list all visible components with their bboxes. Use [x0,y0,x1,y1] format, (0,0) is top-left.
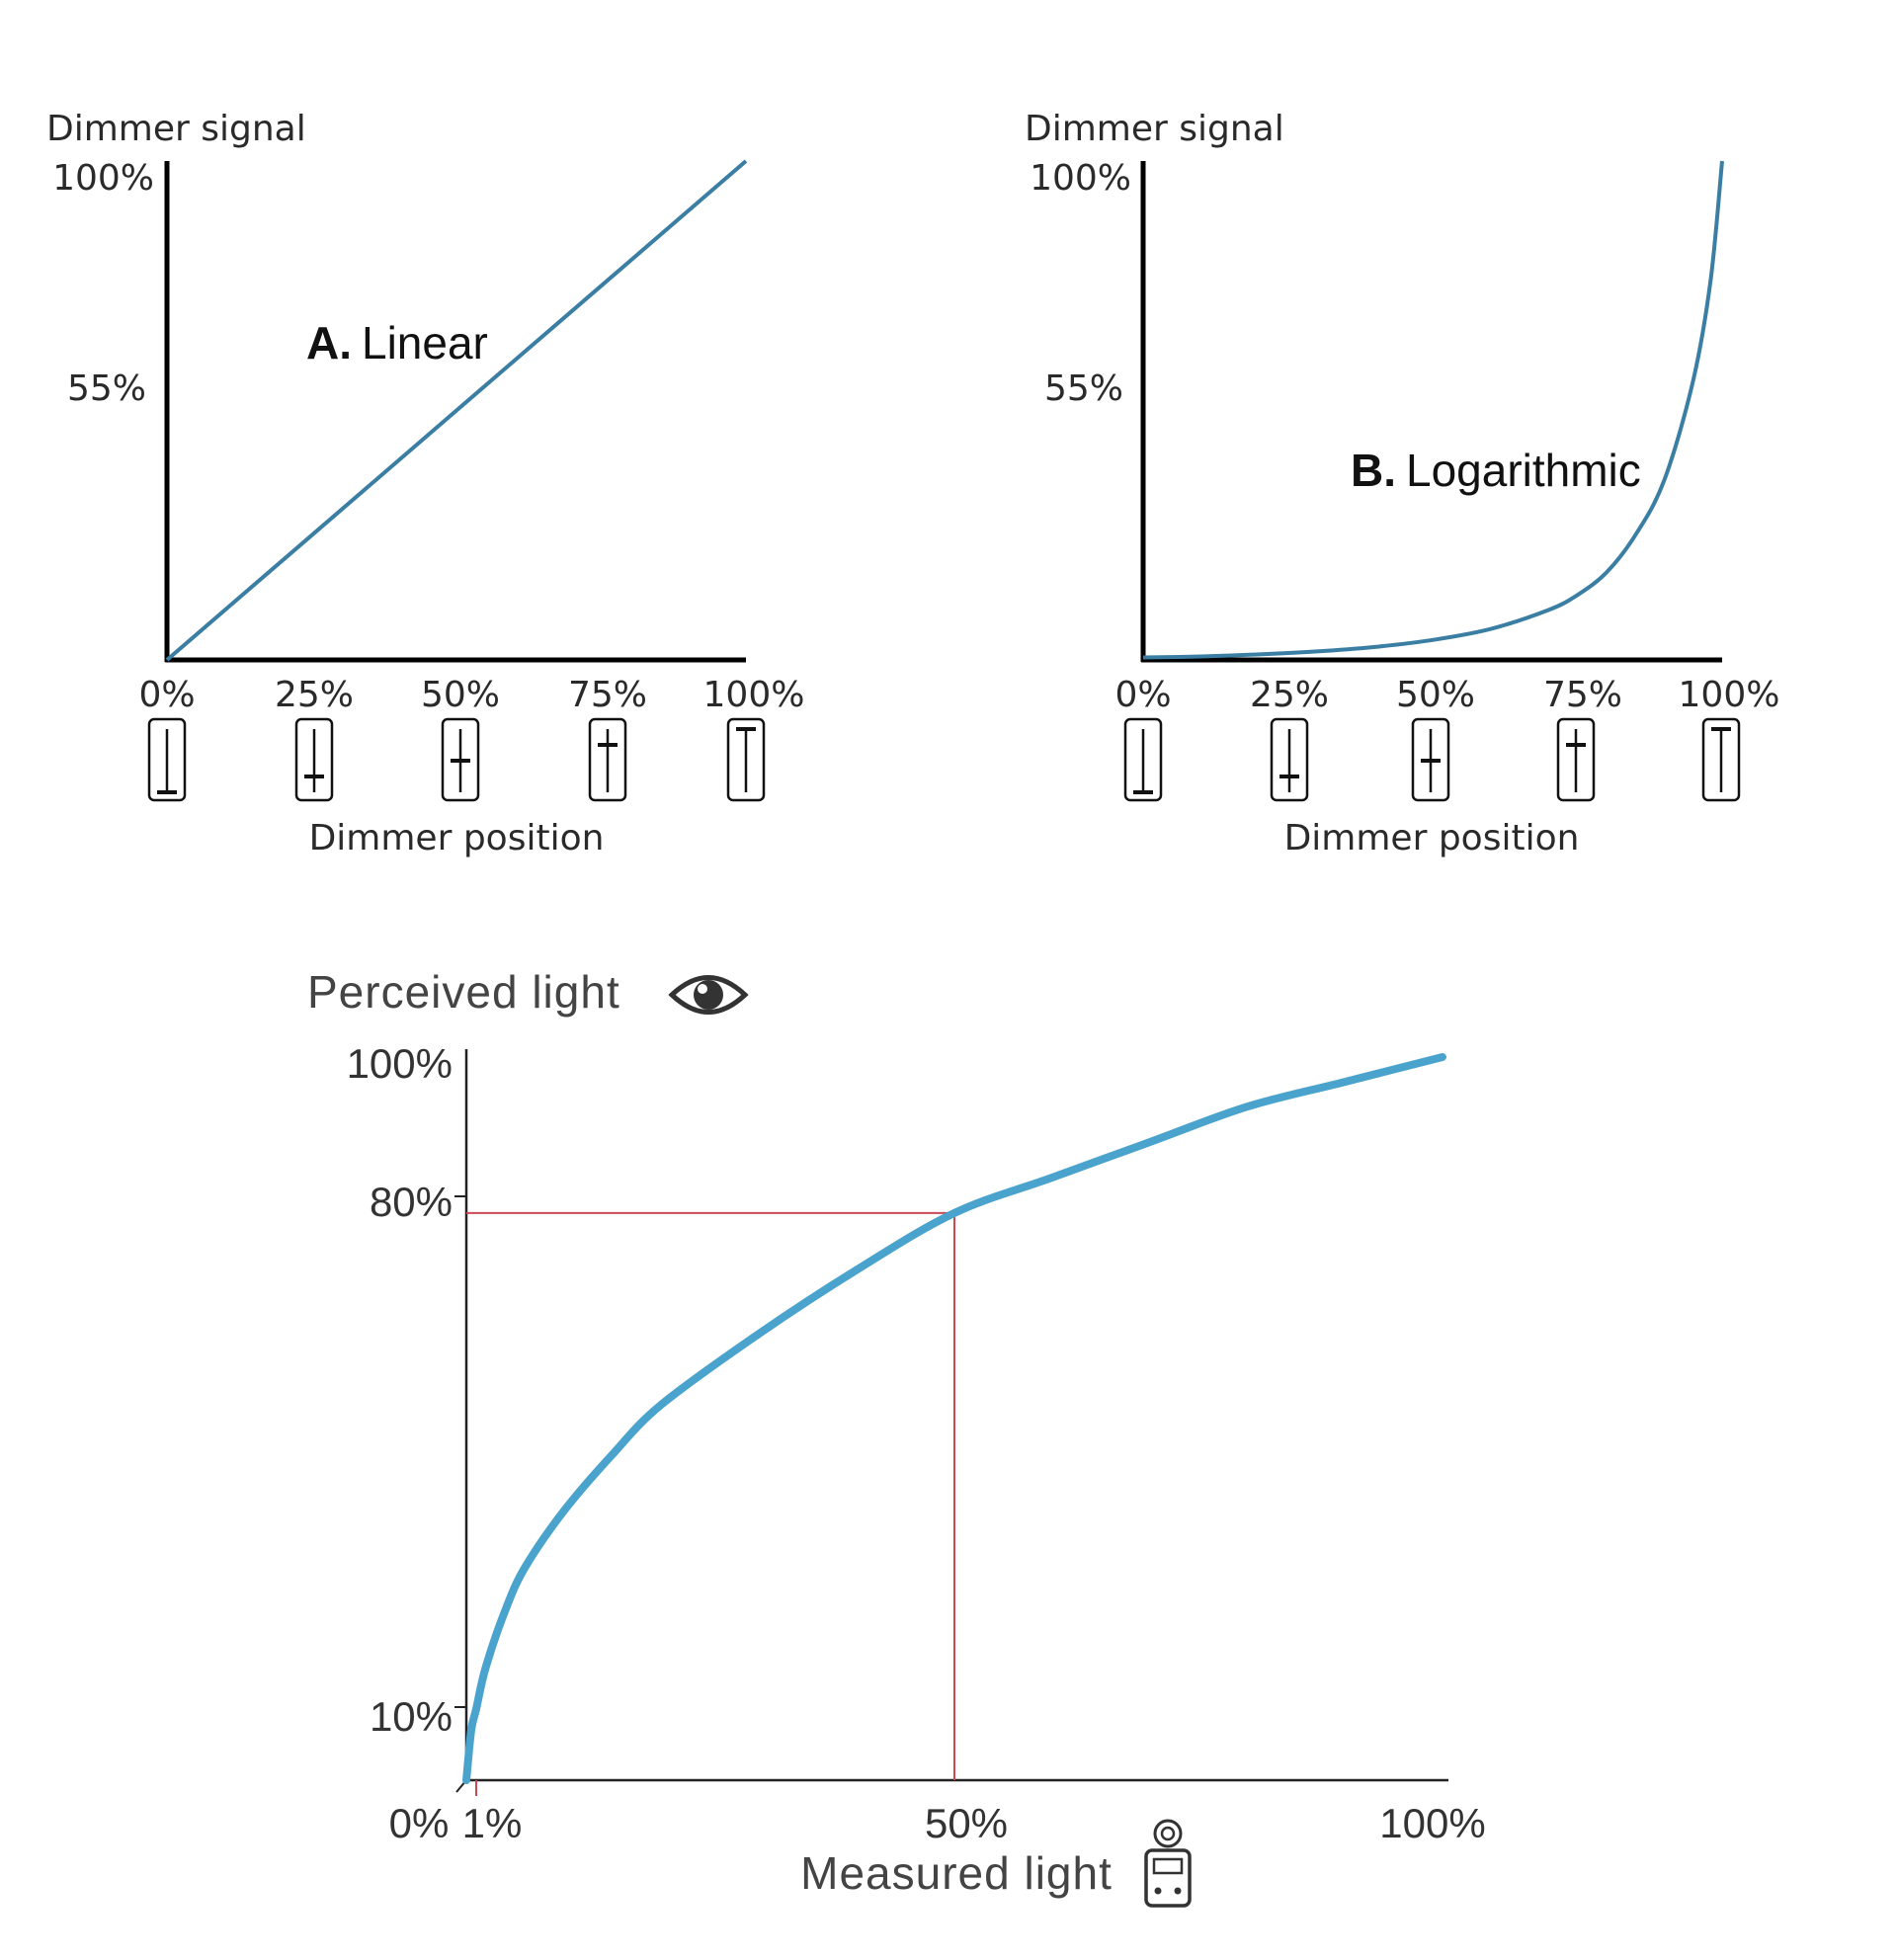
chart-c-x-tick-0: 0% [389,1800,450,1846]
chart-b-y-tick-55: 55% [1044,368,1123,409]
chart-b-slider-4 [1701,717,1741,802]
chart-b-x-axis-title: Dimmer position [1284,818,1580,858]
chart-a-series-label: A. Linear [306,317,488,368]
chart-b-series-label-name: Logarithmic [1406,445,1641,496]
chart-a-dimmer-sliders [147,717,766,802]
chart-b-slider-0 [1123,717,1163,802]
chart-b-slider-3 [1556,717,1596,802]
chart-c-x-axis-title: Measured light [800,1847,1113,1899]
chart-a-slider-2 [441,717,480,802]
chart-a-x-tick-0: 0% [138,675,195,715]
chart-c-x-tick-100: 100% [1379,1800,1485,1846]
chart-b-x-tick-0: 0% [1114,675,1171,715]
chart-a-slider-1 [294,717,334,802]
chart-b-x-tick-75: 75% [1543,675,1622,715]
chart-c-y-tick-10: 10% [370,1693,453,1740]
chart-a-linear: Dimmer signal 100% 55% A. Linear 0% 25% 5… [46,109,804,858]
eye-icon [668,975,749,1015]
chart-c-y-tick-80: 80% [370,1179,453,1225]
light-meter-icon [1144,1819,1192,1908]
chart-c-x-tick-50: 50% [925,1800,1008,1846]
chart-b-y-axis-title: Dimmer signal [1025,109,1284,149]
chart-c-perception: Perceived light 100% 80% 10% 0% 1% 50% 1… [307,966,1486,1908]
chart-b-slider-1 [1270,717,1309,802]
chart-b-slider-2 [1411,717,1450,802]
chart-a-x-tick-25: 25% [275,675,354,715]
chart-c-y-axis-title: Perceived light [307,966,620,1018]
chart-b-logarithmic: Dimmer signal 100% 55% B. Logarithmic 0% … [1025,109,1779,858]
chart-b-x-tick-100: 100% [1679,675,1780,715]
chart-b-x-tick-25: 25% [1250,675,1329,715]
chart-a-y-axis-title: Dimmer signal [46,109,306,149]
chart-a-y-tick-55: 55% [67,368,146,409]
chart-b-y-tick-100: 100% [1030,158,1131,199]
chart-c-x-tick-1: 1% [462,1800,523,1846]
chart-a-slider-4 [726,717,766,802]
chart-a-x-tick-75: 75% [568,675,647,715]
chart-a-slider-3 [588,717,627,802]
chart-c-y-tick-100: 100% [347,1040,453,1087]
chart-a-slider-0 [147,717,187,802]
chart-b-series-label-prefix: B. [1351,445,1396,496]
chart-a-series-label-name: Linear [362,317,488,368]
chart-c-series-line [462,1053,1446,1784]
chart-b-x-tick-50: 50% [1396,675,1475,715]
chart-b-series-label: B. Logarithmic [1351,445,1641,496]
chart-c-guide-lines [466,1211,955,1780]
chart-b-dimmer-sliders [1123,717,1741,802]
chart-a-series-line [165,159,748,662]
chart-a-x-tick-100: 100% [703,675,805,715]
chart-a-x-tick-50: 50% [421,675,500,715]
chart-a-x-axis-title: Dimmer position [309,818,605,858]
chart-a-series-label-prefix: A. [306,317,352,368]
chart-a-y-tick-100: 100% [52,158,154,199]
chart-b-series-line [1142,160,1724,660]
